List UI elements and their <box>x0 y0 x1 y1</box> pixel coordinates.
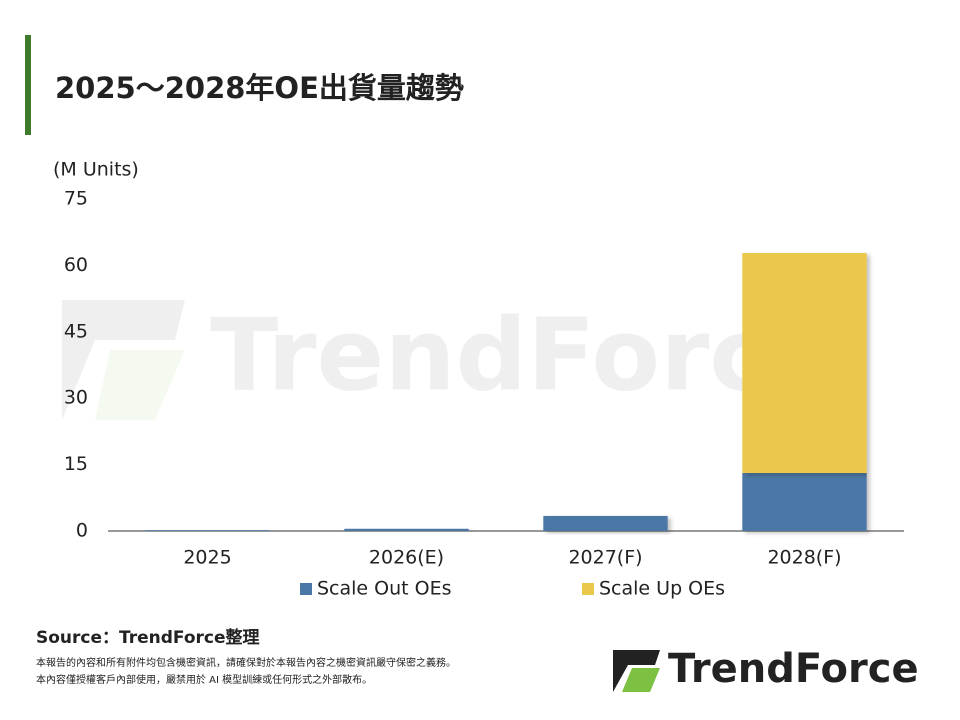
note: 本報告的內容和所有附件均包含機密資訊，請確保對於本報告內容之機密資訊嚴守保密之義… <box>36 656 456 669</box>
watermark: TrendForce <box>210 296 837 413</box>
x-tick-label: 2027(F) <box>568 547 642 569</box>
x-tick-label: 2025 <box>183 547 231 569</box>
y-tick-label: 45 <box>64 320 88 342</box>
x-tick-label: 2028(F) <box>767 547 841 569</box>
legend-swatch <box>300 583 312 595</box>
logo-icon <box>613 650 660 692</box>
source: Source：TrendForce整理 <box>36 627 260 648</box>
legend-label: Scale Out OEs <box>317 578 452 600</box>
bar <box>742 253 867 474</box>
x-tick-label: 2026(E) <box>369 547 444 569</box>
legend-swatch <box>582 583 594 595</box>
bar <box>543 515 668 531</box>
y-tick-label: 0 <box>76 520 88 542</box>
y-tick-label: 30 <box>64 387 88 409</box>
bar <box>145 530 270 531</box>
watermark-icon <box>62 300 185 420</box>
note: 本內容僅授權客戶內部使用，嚴禁用於 AI 模型訓練或任何形式之外部散布。 <box>36 673 372 686</box>
logo: TrendForce <box>668 646 919 692</box>
y-tick-label: 15 <box>64 453 88 475</box>
y-axis-label: (M Units) <box>53 159 139 181</box>
bar <box>344 528 469 531</box>
chart-title: 2025～2028年OE出貨量趨勢 <box>55 71 464 105</box>
bar <box>742 473 867 531</box>
accent-bar <box>25 35 31 135</box>
legend-label: Scale Up OEs <box>599 578 725 600</box>
y-tick-label: 75 <box>64 188 88 210</box>
y-tick-label: 60 <box>64 254 88 276</box>
